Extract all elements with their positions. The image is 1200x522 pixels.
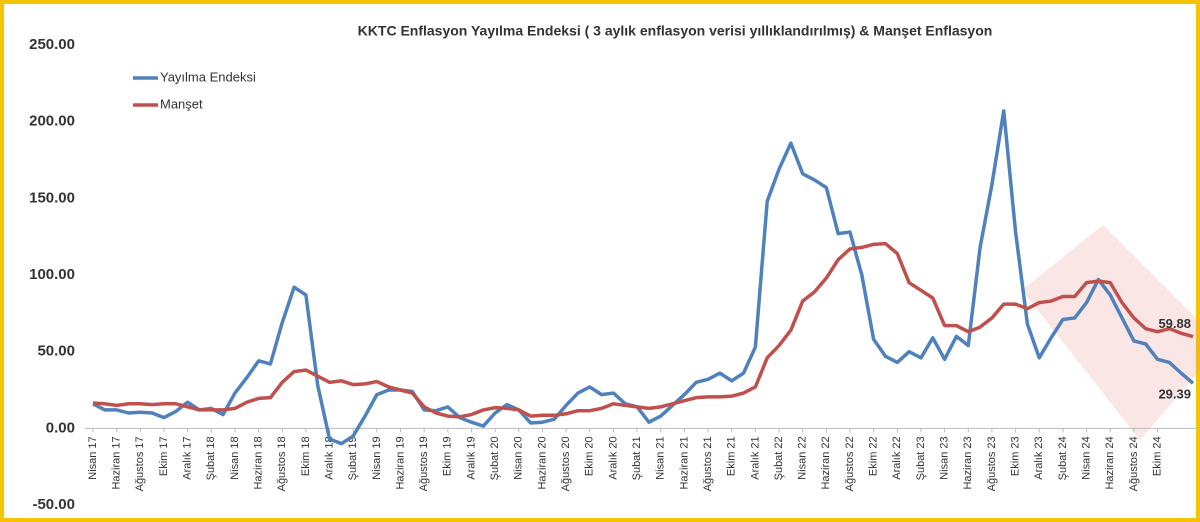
series-line	[92, 241, 1194, 419]
x-tick-label: Şubat 19	[347, 436, 359, 480]
x-tick-label: Aralık 22	[891, 436, 903, 479]
x-tick-label: Ağustos 18	[276, 436, 288, 491]
x-tick-label: Haziran 20	[536, 436, 548, 489]
x-tick-label: Şubat 20	[489, 436, 501, 480]
y-tick-label: 50.00	[37, 343, 75, 360]
x-tick-label: Ağustos 21	[702, 436, 714, 491]
x-tick-label: Nisan 18	[229, 436, 241, 479]
x-tick-label: Ağustos 17	[134, 436, 146, 491]
x-tick-label: Haziran 23	[962, 436, 974, 489]
x-tick-label: Haziran 17	[111, 436, 123, 489]
x-tick-label: Ağustos 22	[844, 436, 856, 491]
x-tick-label: Ekim 17	[158, 436, 170, 476]
legend-label: Yayılma Endeksi	[160, 69, 256, 84]
data-label: 29.39	[1158, 387, 1191, 402]
x-tick-label: Ekim 18	[300, 436, 312, 476]
x-tick-label: Nisan 20	[513, 436, 525, 479]
x-tick-label: Haziran 21	[678, 436, 690, 489]
x-tick-label: Nisan 21	[655, 436, 667, 479]
data-label: 59.88	[1158, 316, 1191, 331]
x-tick-label: Nisan 23	[939, 436, 951, 479]
x-tick-label: Ağustos 23	[986, 436, 998, 491]
x-tick-label: Nisan 17	[87, 436, 99, 479]
y-tick-label: 150.00	[29, 189, 75, 206]
x-tick-label: Şubat 23	[915, 436, 927, 480]
legend-label: Manşet	[160, 96, 203, 111]
y-tick-label: -50.00	[32, 496, 75, 513]
y-tick-label: 250.00	[29, 36, 75, 53]
y-tick-label: 0.00	[46, 419, 75, 436]
x-tick-label: Ağustos 19	[418, 436, 430, 491]
x-tick-label: Nisan 19	[371, 436, 383, 479]
x-tick-label: Aralık 18	[323, 436, 335, 479]
x-tick-label: Haziran 22	[820, 436, 832, 489]
x-tick-label: Ağustos 24	[1128, 436, 1140, 491]
x-tick-label: Şubat 24	[1057, 436, 1069, 480]
x-tick-label: Ekim 24	[1151, 436, 1163, 476]
x-tick-label: Haziran 19	[394, 436, 406, 489]
x-tick-label: Haziran 24	[1104, 436, 1116, 489]
x-tick-label: Ağustos 20	[560, 436, 572, 491]
x-tick-label: Şubat 18	[205, 436, 217, 480]
x-tick-label: Nisan 22	[797, 436, 809, 479]
series-line	[92, 109, 1195, 446]
y-tick-label: 100.00	[29, 266, 75, 283]
legend: Yayılma Endeksi Manşet	[133, 69, 256, 111]
x-tick-label: Ekim 22	[868, 436, 880, 476]
x-tick-label: Ekim 20	[584, 436, 596, 476]
x-tick-label: Nisan 24	[1080, 436, 1092, 479]
y-tick-label: 200.00	[29, 113, 75, 130]
chart-title: KKTC Enflasyon Yayılma Endeksi ( 3 aylık…	[358, 23, 993, 39]
x-tick-label: Haziran 18	[252, 436, 264, 489]
x-tick-label: Aralık 20	[607, 436, 619, 479]
highlight-area	[1022, 225, 1200, 440]
x-tick-label: Aralık 23	[1033, 436, 1045, 479]
x-tick-label: Ekim 21	[726, 436, 738, 476]
x-tick-label: Ekim 19	[442, 436, 454, 476]
x-tick-label: Ekim 23	[1009, 436, 1021, 476]
x-tick-label: Şubat 22	[773, 436, 785, 480]
x-tick-label: Şubat 21	[631, 436, 643, 480]
x-tick-label: Aralık 21	[749, 436, 761, 479]
x-tick-label: Aralık 19	[465, 436, 477, 479]
x-tick-label: Aralık 17	[182, 436, 194, 479]
